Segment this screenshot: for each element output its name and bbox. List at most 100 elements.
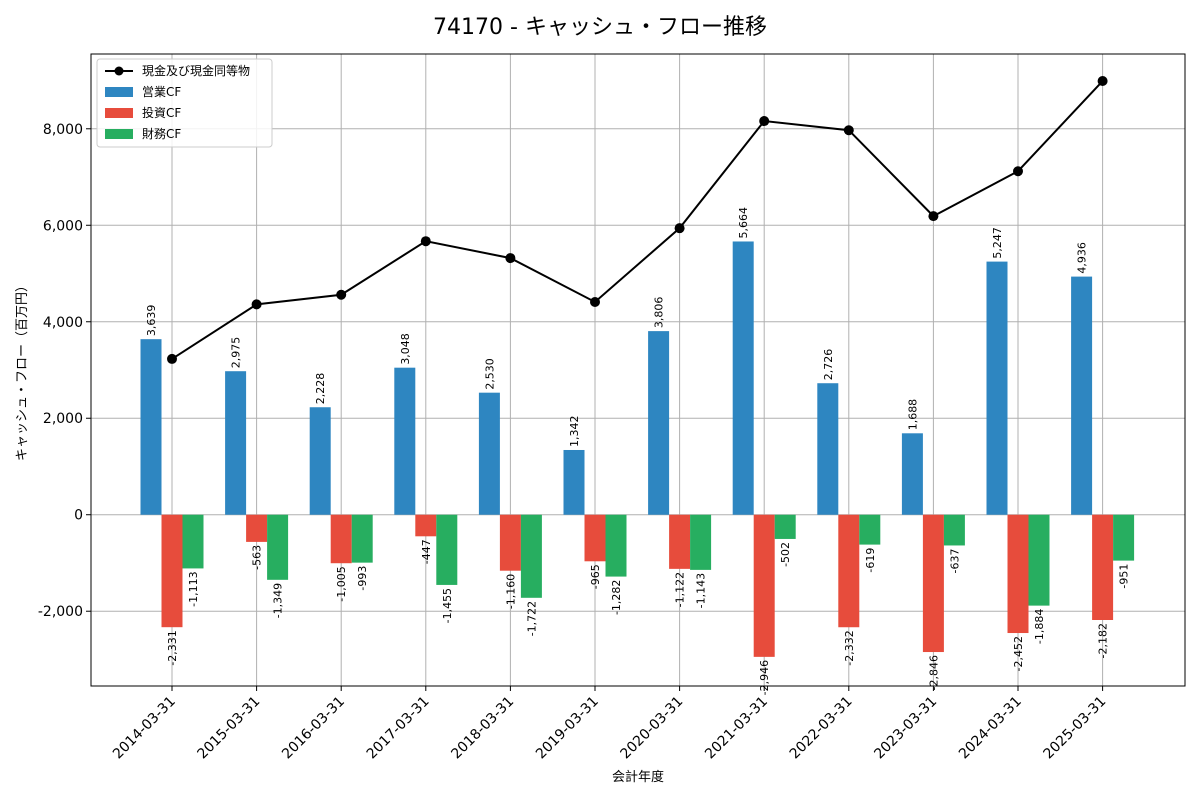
x-tick-label: 2025-03-31 (1041, 694, 1110, 763)
bar-value-label: -1,143 (695, 573, 708, 608)
bar-value-label: -1,122 (674, 572, 687, 607)
bar-1-4 (499, 514, 521, 571)
cash-point-8 (843, 125, 854, 136)
legend-label: 財務CF (142, 126, 181, 141)
bar-2-3 (436, 514, 458, 585)
bar-value-label: -951 (1118, 564, 1131, 589)
plot-frame (90, 53, 1186, 687)
bar-2-10 (1028, 514, 1050, 606)
cash-point-11 (1097, 76, 1108, 87)
bar-1-2 (330, 514, 352, 564)
cash-point-1 (251, 299, 262, 310)
bar-1-6 (669, 514, 691, 569)
cash-point-6 (674, 223, 685, 234)
y-axis-label: キャッシュ・フロー（百万円） (15, 279, 30, 461)
bar-value-label: 3,639 (145, 305, 158, 337)
x-tick-label: 2015-03-31 (195, 694, 264, 763)
y-tick-label: 8,000 (43, 122, 83, 138)
x-tick-label: 2024-03-31 (956, 694, 1025, 763)
cash-point-4 (505, 253, 516, 264)
bar-0-10 (986, 261, 1008, 515)
chart-title: 74170 - キャッシュ・フロー推移 (433, 15, 767, 40)
bar-1-10 (1007, 514, 1029, 634)
bar-0-1 (225, 371, 247, 515)
bar-1-1 (246, 514, 268, 542)
bar-value-label: -1,160 (504, 574, 517, 609)
bar-value-label: -1,282 (610, 580, 623, 615)
bar-1-5 (584, 514, 606, 562)
bar-value-label: -1,722 (525, 601, 538, 636)
bar-value-label: -1,349 (272, 583, 285, 618)
bar-value-label: -1,884 (1033, 609, 1046, 644)
bar-1-7 (753, 514, 775, 657)
bar-value-label: -637 (948, 548, 961, 573)
bar-1-11 (1092, 514, 1114, 621)
bar-0-7 (732, 241, 754, 515)
legend-label: 現金及び現金同等物 (142, 63, 250, 78)
x-tick-label: 2021-03-31 (702, 694, 771, 763)
bar-value-label: -965 (589, 564, 602, 589)
legend-box (96, 58, 273, 148)
bar-value-label: -563 (251, 545, 264, 570)
bar-value-label: -2,332 (843, 630, 856, 665)
cash-point-3 (420, 236, 431, 247)
bar-0-3 (394, 367, 416, 515)
bar-0-6 (648, 331, 670, 515)
x-tick-label: 2014-03-31 (110, 694, 179, 763)
legend-bar-swatch (105, 87, 133, 97)
bar-1-0 (161, 514, 183, 628)
bar-value-label: 5,664 (737, 207, 750, 239)
x-tick-label: 2016-03-31 (279, 694, 348, 763)
bar-1-8 (838, 514, 860, 628)
bar-2-8 (859, 514, 881, 545)
bar-0-5 (563, 449, 585, 515)
y-tick-label: 2,000 (43, 411, 83, 427)
bar-value-label: -502 (779, 542, 792, 567)
data-labels-layer: 3,639 2,975 2,228 3,048 2,530 1,342 3,806 5,664… (145, 207, 1131, 695)
bar-2-9 (943, 514, 965, 546)
legend-bar-swatch (105, 108, 133, 118)
bar-value-label: -2,846 (927, 655, 940, 690)
bar-value-label: 2,975 (230, 337, 243, 369)
x-tick-label: 2020-03-31 (618, 694, 687, 763)
legend-line-marker (114, 66, 124, 76)
bar-2-5 (605, 514, 627, 577)
bar-value-label: 1,342 (568, 415, 581, 447)
bar-value-label: -993 (356, 566, 369, 591)
bar-value-label: -1,455 (441, 588, 454, 623)
cash-point-0 (167, 353, 177, 364)
bar-2-11 (1113, 514, 1135, 561)
bar-2-1 (267, 514, 289, 580)
cash-point-9 (928, 211, 939, 222)
bar-value-label: 3,048 (399, 333, 412, 365)
x-tick-label: 2017-03-31 (364, 694, 433, 763)
cash-point-7 (759, 116, 770, 127)
bar-value-label: -619 (864, 548, 877, 573)
legend-label: 営業CF (142, 85, 181, 99)
bar-value-label: 4,936 (1076, 242, 1089, 274)
bar-value-label: 2,726 (822, 349, 835, 381)
bar-2-0 (182, 514, 204, 569)
bar-value-label: -2,182 (1097, 623, 1110, 658)
bar-0-11 (1071, 276, 1093, 515)
x-axis-label: 会計年度 (612, 769, 664, 785)
x-ticks-layer: 2014-03-31 2015-03-31 2016-03-31 2017-03-31… (110, 686, 1109, 762)
bar-value-label: -1,005 (335, 566, 348, 601)
bar-1-9 (922, 514, 944, 653)
bar-0-0 (140, 339, 162, 515)
cash-point-5 (590, 296, 600, 307)
bar-2-7 (774, 514, 796, 539)
bar-value-label: -447 (420, 539, 433, 564)
cash-point-2 (336, 289, 347, 300)
x-tick-label: 2022-03-31 (787, 694, 856, 763)
bar-value-label: -1,113 (187, 571, 200, 606)
y-tick-label: 6,000 (43, 218, 83, 234)
bars-layer (140, 241, 1135, 657)
bar-value-label: 3,806 (653, 297, 666, 329)
legend-bar-swatch (105, 129, 133, 139)
y-tick-label: -2,000 (38, 604, 83, 620)
bar-value-label: 5,247 (991, 227, 1004, 259)
y-tick-label: 4,000 (43, 315, 83, 331)
